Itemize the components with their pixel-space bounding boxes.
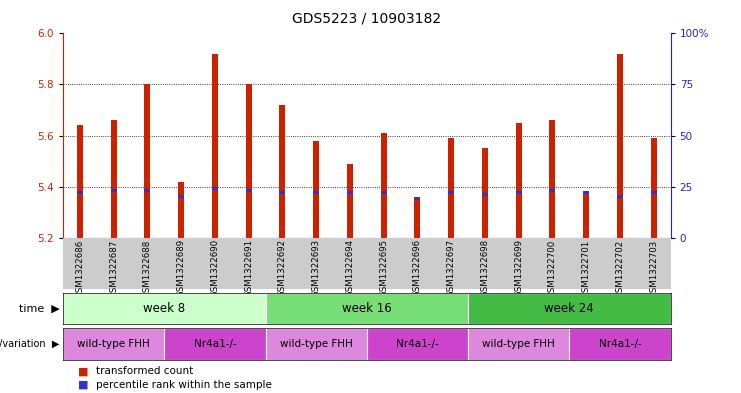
- Text: ■: ■: [78, 380, 88, 390]
- Bar: [414, 197, 420, 200]
- Text: GSM1322695: GSM1322695: [379, 239, 388, 298]
- Text: GSM1322686: GSM1322686: [76, 239, 84, 298]
- Bar: [63, 293, 265, 324]
- Text: transformed count: transformed count: [96, 366, 193, 376]
- Text: week 16: week 16: [342, 302, 392, 315]
- Bar: [110, 189, 116, 192]
- Bar: [178, 195, 185, 198]
- Bar: [468, 293, 671, 324]
- Text: GSM1322701: GSM1322701: [582, 239, 591, 298]
- Bar: [617, 195, 623, 198]
- Text: GSM1322696: GSM1322696: [413, 239, 422, 298]
- Text: Nr4a1-/-: Nr4a1-/-: [193, 339, 236, 349]
- Bar: [482, 148, 488, 238]
- Text: wild-type FHH: wild-type FHH: [280, 339, 353, 349]
- Bar: [313, 141, 319, 238]
- Bar: [77, 125, 83, 238]
- Text: ■: ■: [78, 366, 88, 376]
- Bar: [144, 189, 150, 192]
- Bar: [367, 328, 468, 360]
- Text: genotype/variation  ▶: genotype/variation ▶: [0, 339, 59, 349]
- Text: GDS5223 / 10903182: GDS5223 / 10903182: [292, 12, 442, 26]
- Bar: [212, 187, 218, 190]
- Text: GSM1322692: GSM1322692: [278, 239, 287, 298]
- Text: GSM1322694: GSM1322694: [345, 239, 354, 298]
- Text: GSM1322691: GSM1322691: [244, 239, 253, 298]
- Text: Nr4a1-/-: Nr4a1-/-: [396, 339, 439, 349]
- Bar: [569, 328, 671, 360]
- Bar: [617, 54, 623, 238]
- Text: GSM1322688: GSM1322688: [143, 239, 152, 298]
- Bar: [549, 189, 556, 192]
- Bar: [245, 84, 252, 238]
- Text: wild-type FHH: wild-type FHH: [482, 339, 555, 349]
- Text: GSM1322689: GSM1322689: [176, 239, 186, 298]
- Bar: [347, 163, 353, 238]
- Bar: [583, 194, 589, 238]
- Text: GSM1322690: GSM1322690: [210, 239, 219, 298]
- Bar: [448, 191, 454, 194]
- Bar: [549, 120, 556, 238]
- Bar: [381, 133, 387, 238]
- Text: GSM1322700: GSM1322700: [548, 239, 557, 298]
- Bar: [63, 328, 165, 360]
- Bar: [245, 189, 252, 192]
- Text: GSM1322697: GSM1322697: [447, 239, 456, 298]
- Text: GSM1322703: GSM1322703: [649, 239, 658, 298]
- Bar: [178, 182, 185, 238]
- Bar: [414, 199, 420, 238]
- Bar: [265, 328, 367, 360]
- Text: wild-type FHH: wild-type FHH: [77, 339, 150, 349]
- Bar: [583, 191, 589, 194]
- Bar: [279, 105, 285, 238]
- Text: GSM1322698: GSM1322698: [480, 239, 490, 298]
- Text: GSM1322699: GSM1322699: [514, 239, 523, 297]
- Bar: [448, 138, 454, 238]
- Text: time  ▶: time ▶: [19, 303, 59, 314]
- Bar: [313, 191, 319, 194]
- Bar: [516, 191, 522, 194]
- Bar: [265, 293, 468, 324]
- Text: GSM1322693: GSM1322693: [312, 239, 321, 298]
- Text: week 24: week 24: [545, 302, 594, 315]
- Text: Nr4a1-/-: Nr4a1-/-: [599, 339, 642, 349]
- Text: percentile rank within the sample: percentile rank within the sample: [96, 380, 272, 390]
- Text: week 8: week 8: [143, 302, 185, 315]
- Bar: [77, 191, 83, 194]
- Bar: [279, 191, 285, 194]
- Bar: [144, 84, 150, 238]
- Bar: [381, 191, 387, 194]
- Bar: [651, 138, 657, 238]
- Text: GSM1322702: GSM1322702: [616, 239, 625, 298]
- Bar: [482, 193, 488, 196]
- Bar: [651, 191, 657, 194]
- Bar: [516, 123, 522, 238]
- Bar: [468, 328, 569, 360]
- Bar: [110, 120, 116, 238]
- Bar: [165, 328, 265, 360]
- Bar: [347, 191, 353, 194]
- Text: GSM1322687: GSM1322687: [109, 239, 118, 298]
- Bar: [212, 54, 218, 238]
